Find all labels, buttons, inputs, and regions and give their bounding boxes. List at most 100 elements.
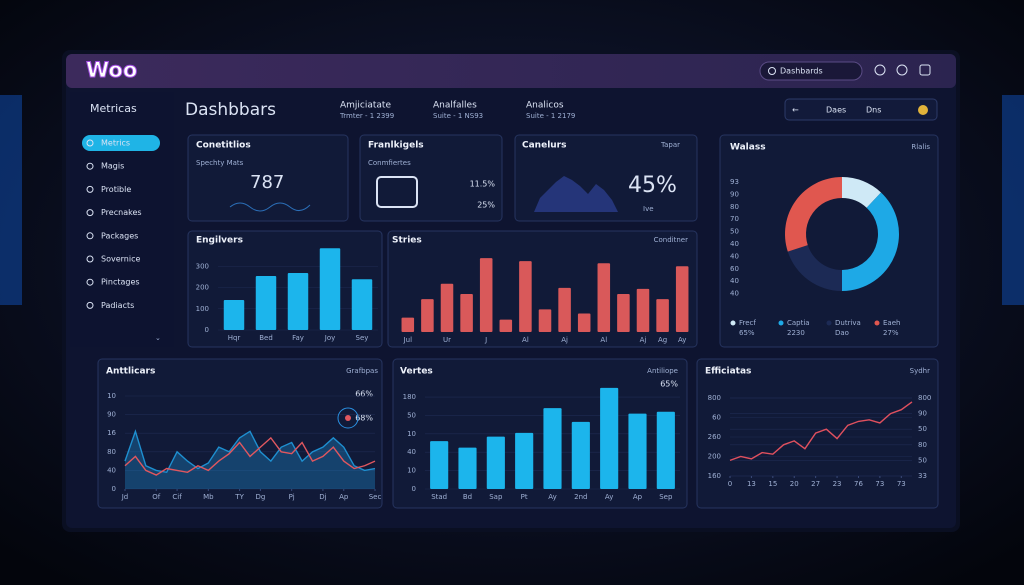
bar — [287, 273, 309, 330]
x-tick-label: Pj — [289, 493, 295, 501]
legend-swatch — [826, 320, 832, 326]
y-tick-label: 50 — [918, 456, 927, 464]
card-title: Canelurs — [522, 141, 566, 151]
legend-value: 65% — [739, 329, 755, 337]
search-text: Dashbards — [780, 67, 823, 76]
y-tick-label: 200 — [196, 284, 209, 292]
axis-label: 50 — [730, 228, 739, 236]
y-tick-label: 0 — [412, 485, 416, 493]
y-tick-label: 260 — [708, 433, 721, 441]
bar — [401, 317, 415, 332]
x-tick-label: Pt — [521, 493, 528, 501]
bar — [486, 436, 505, 489]
control[interactable]: Sydhr — [910, 367, 930, 375]
y-tick-label: 100 — [196, 305, 209, 313]
x-tick-label: Ag — [658, 336, 667, 344]
x-tick-label: 13 — [747, 480, 756, 488]
x-tick-label: Joy — [324, 334, 336, 342]
x-tick-label: J — [484, 336, 487, 344]
card-value: 787 — [250, 172, 284, 193]
card-control[interactable]: Tapar — [660, 141, 680, 149]
x-tick-label: 73 — [875, 480, 884, 488]
y-tick-label: 10 — [407, 430, 416, 438]
x-tick-label: Al — [600, 336, 607, 344]
axis-label: 93 — [730, 178, 739, 186]
sidebar-icon — [86, 278, 94, 286]
bar — [628, 413, 647, 489]
y-tick-label: 10 — [107, 392, 116, 400]
x-tick-label: Ay — [605, 493, 613, 501]
axis-label: 90 — [730, 190, 739, 198]
y-tick-label: 0 — [205, 326, 209, 334]
y-tick-label: 90 — [107, 411, 116, 419]
x-tick-label: 2nd — [574, 493, 587, 501]
sidebar-item[interactable]: Metrics — [101, 139, 130, 148]
control[interactable]: Rlalis — [911, 143, 930, 151]
x-tick-label: Bd — [463, 493, 472, 501]
sidebar-item[interactable]: Magis — [101, 162, 124, 171]
toolbar-item[interactable]: Daes — [826, 106, 846, 115]
bar — [656, 411, 675, 489]
toolbar-item[interactable]: Dns — [866, 106, 881, 115]
sidebar-title: Metricas — [90, 102, 137, 115]
y-tick-label: 50 — [407, 411, 416, 419]
line — [124, 429, 376, 474]
card-value: 45% — [628, 173, 677, 198]
x-tick-label: 76 — [854, 480, 863, 488]
legend-value: Dao — [835, 329, 849, 337]
chart-title: Anttlicars — [106, 367, 155, 377]
legend-value: 27% — [883, 329, 899, 337]
area — [125, 431, 375, 489]
search-box[interactable] — [759, 61, 863, 81]
bar — [577, 313, 591, 332]
y-tick-label: 33 — [918, 472, 927, 480]
bar — [600, 387, 619, 489]
bar — [440, 283, 454, 332]
icon-button[interactable] — [874, 64, 886, 76]
axis-label: 70 — [730, 215, 739, 223]
bar — [430, 441, 449, 489]
x-tick-label: Ay — [548, 493, 556, 501]
card-note: Ive — [643, 205, 654, 213]
toolbar-icon[interactable]: ← — [792, 106, 799, 115]
legend-swatch — [778, 320, 784, 326]
control[interactable]: Antiliope — [647, 367, 678, 375]
icon-button[interactable] — [919, 64, 931, 76]
sidebar-item[interactable]: Pinctages — [101, 278, 140, 287]
chart-title: Efficiatas — [705, 367, 751, 377]
control[interactable]: Conditner — [654, 236, 688, 244]
sidebar-icon — [86, 162, 94, 170]
x-tick-label: Of — [152, 493, 161, 501]
bar — [319, 248, 341, 330]
sidebar-item[interactable]: Precnakes — [101, 208, 142, 217]
sidebar-item[interactable]: Padiacts — [101, 301, 134, 310]
icon-button[interactable] — [896, 64, 908, 76]
stat-label: Amjiciatate — [340, 101, 391, 111]
x-tick-label: Fay — [292, 334, 304, 342]
bar — [351, 279, 373, 330]
card — [719, 134, 939, 348]
sidebar-item[interactable]: Packages — [101, 231, 138, 240]
toolbar — [784, 98, 938, 121]
card — [696, 358, 939, 509]
stat-label: Analicos — [526, 101, 564, 111]
bar — [558, 287, 571, 332]
chart-title: Walass — [730, 143, 766, 153]
y-tick-label: 160 — [708, 472, 721, 480]
page-title: Dashbbars — [185, 100, 276, 120]
sidebar-item[interactable]: Protible — [101, 185, 131, 194]
avatar[interactable] — [918, 105, 928, 115]
card-title: Franlkigels — [368, 141, 424, 151]
bar — [571, 421, 590, 489]
bar — [538, 309, 552, 332]
card-value: 11.5% — [470, 180, 496, 189]
control[interactable]: Grafbpas — [346, 367, 378, 375]
sidebar-more[interactable]: ⌄ — [155, 334, 161, 342]
x-tick-label: Cif — [172, 493, 182, 501]
sidebar-item[interactable]: Sovernice — [101, 255, 140, 264]
x-tick-label: 15 — [768, 480, 777, 488]
y-tick-label: 90 — [918, 410, 927, 418]
bar — [597, 263, 611, 332]
x-tick-label: Ur — [443, 336, 451, 344]
x-tick-label: Dg — [255, 493, 265, 501]
